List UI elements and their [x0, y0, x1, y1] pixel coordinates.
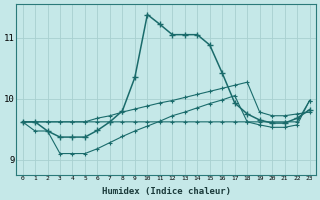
X-axis label: Humidex (Indice chaleur): Humidex (Indice chaleur) — [101, 187, 231, 196]
